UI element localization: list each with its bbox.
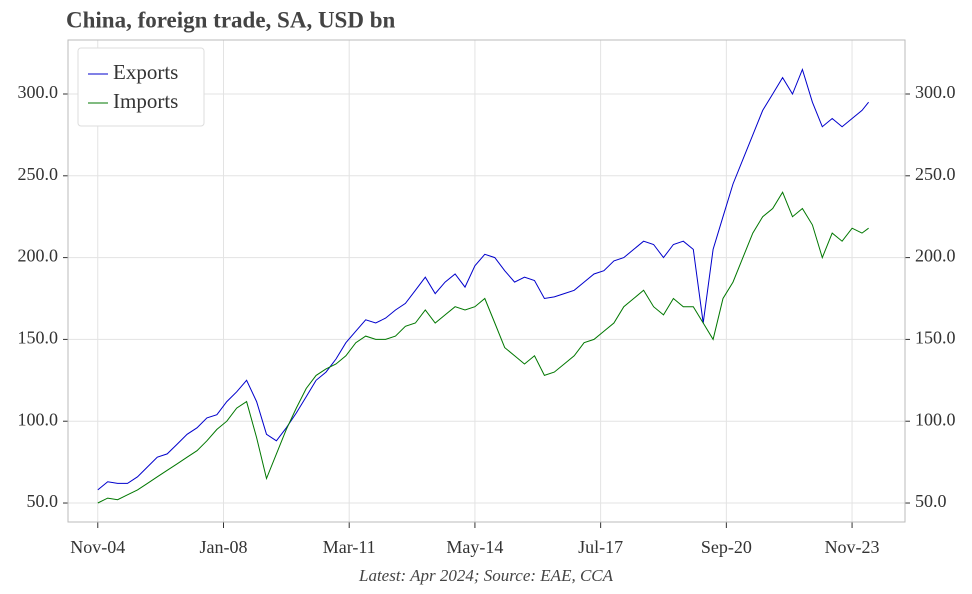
y2-tick-label: 250.0: [915, 164, 956, 184]
y-tick-label: 200.0: [18, 246, 59, 266]
x-tick-label: Nov-04: [70, 537, 125, 557]
y-tick-label: 150.0: [18, 328, 59, 348]
y-tick-label: 250.0: [18, 164, 59, 184]
y-tick-label: 300.0: [18, 82, 59, 102]
y-tick-label: 100.0: [18, 409, 59, 429]
x-tick-label: Mar-11: [323, 537, 376, 557]
legend-label: Imports: [113, 89, 178, 113]
chart-title: China, foreign trade, SA, USD bn: [66, 7, 395, 32]
y2-tick-label: 200.0: [915, 246, 956, 266]
y2-tick-label: 150.0: [915, 328, 956, 348]
x-tick-label: Jul-17: [578, 537, 623, 557]
x-tick-label: May-14: [446, 537, 503, 557]
footnote: Latest: Apr 2024; Source: EAE, CCA: [358, 566, 614, 585]
x-tick-label: Nov-23: [825, 537, 880, 557]
line-series: [97, 191, 869, 504]
plot-frame: [67, 39, 906, 523]
y2-tick-label: 50.0: [915, 491, 947, 511]
x-tick-label: Sep-20: [701, 537, 752, 557]
x-tick-label: Jan-08: [199, 537, 247, 557]
legend-box: [77, 47, 205, 127]
y2-tick-label: 300.0: [915, 82, 956, 102]
legend-label: Exports: [113, 60, 178, 84]
y-tick-label: 50.0: [27, 491, 59, 511]
line-series: [97, 68, 869, 491]
y2-tick-label: 100.0: [915, 409, 956, 429]
